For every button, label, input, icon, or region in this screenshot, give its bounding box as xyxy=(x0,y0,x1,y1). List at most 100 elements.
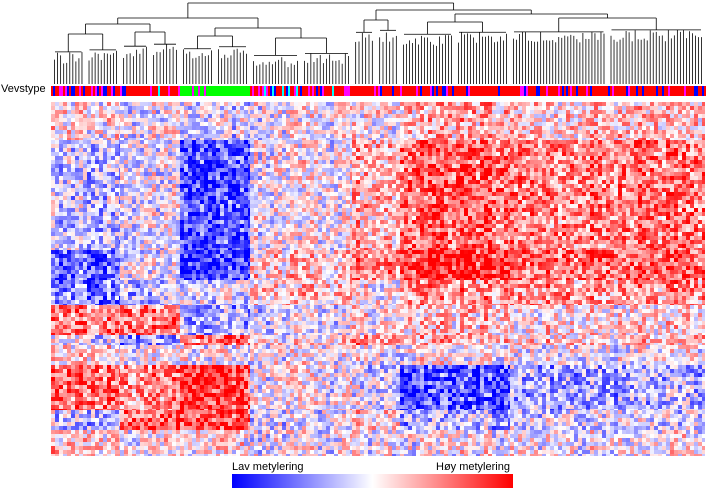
heatmap-cell xyxy=(236,262,240,266)
heatmap-cell xyxy=(204,274,208,278)
heatmap-cell xyxy=(99,389,103,393)
heatmap-cell xyxy=(83,258,87,262)
heatmap-cell xyxy=(152,309,156,313)
heatmap-cell xyxy=(192,321,196,325)
heatmap-cell xyxy=(119,212,120,216)
heatmap-cell xyxy=(180,369,184,373)
heatmap-cell xyxy=(103,405,107,409)
heatmap-cell xyxy=(188,349,192,353)
heatmap-cell xyxy=(180,333,184,335)
heatmap-cell xyxy=(184,409,188,410)
heatmap-cell xyxy=(228,122,232,126)
heatmap-cell xyxy=(188,110,192,114)
heatmap-cell xyxy=(220,343,224,345)
heatmap-cell xyxy=(232,397,236,401)
heatmap-cell xyxy=(59,426,63,430)
heatmap-cell xyxy=(228,446,232,450)
heatmap-cell xyxy=(236,212,240,216)
heatmap-cell xyxy=(192,228,196,232)
heatmap-cell xyxy=(132,353,136,357)
heatmap-cell xyxy=(128,224,132,228)
heatmap-cell xyxy=(83,278,87,280)
heatmap-cell xyxy=(95,172,99,176)
heatmap-cell xyxy=(119,156,120,160)
heatmap-cell xyxy=(91,313,95,317)
heatmap-cell xyxy=(95,284,99,288)
heatmap-cell xyxy=(196,144,200,148)
heatmap-cell xyxy=(160,240,164,244)
heatmap-cell xyxy=(91,184,95,188)
heatmap-cell xyxy=(152,454,156,456)
heatmap-cell xyxy=(132,126,136,130)
heatmap-cell xyxy=(132,144,136,148)
annotation-cell xyxy=(382,86,384,96)
heatmap-cell xyxy=(75,339,79,343)
heatmap-cell xyxy=(59,140,63,144)
heatmap-cell xyxy=(63,270,67,274)
heatmap-cell xyxy=(180,393,184,397)
heatmap-cell xyxy=(71,349,75,353)
heatmap-cell xyxy=(59,373,63,377)
heatmap-cell xyxy=(119,192,120,196)
heatmap-cell xyxy=(152,418,156,422)
heatmap-cell xyxy=(103,305,107,309)
heatmap-cell xyxy=(51,418,55,422)
heatmap-cell xyxy=(55,102,59,106)
heatmap-cell xyxy=(71,204,75,208)
annotation-cell xyxy=(196,86,198,96)
heatmap-cell xyxy=(148,200,152,204)
heatmap-cell xyxy=(216,409,220,410)
heatmap-cell xyxy=(79,250,83,254)
heatmap-cell xyxy=(148,266,152,270)
heatmap-cell xyxy=(160,397,164,401)
heatmap-cell xyxy=(132,401,136,405)
heatmap-cell xyxy=(168,212,172,216)
heatmap-cell xyxy=(160,130,164,134)
heatmap-cell xyxy=(120,397,124,401)
heatmap-cell xyxy=(148,369,152,373)
heatmap-cell xyxy=(164,410,168,414)
heatmap-cell xyxy=(75,377,79,381)
heatmap-cell xyxy=(124,160,128,164)
heatmap-cell xyxy=(79,216,83,220)
heatmap-cell xyxy=(103,156,107,160)
heatmap-cell xyxy=(91,335,95,339)
heatmap-cell xyxy=(115,122,119,126)
heatmap-cell xyxy=(107,304,111,305)
heatmap-cell xyxy=(87,335,91,339)
heatmap-cell xyxy=(216,339,220,343)
heatmap-cell xyxy=(87,200,91,204)
heatmap-cell xyxy=(180,144,184,148)
heatmap-cell xyxy=(160,426,164,430)
annotation-cell xyxy=(500,86,502,96)
annotation-cell xyxy=(662,86,664,96)
heatmap-cell xyxy=(124,232,128,236)
heatmap-cell xyxy=(55,216,59,220)
heatmap-cell xyxy=(164,204,168,208)
heatmap-cell xyxy=(51,365,55,369)
heatmap-cell xyxy=(232,393,236,397)
heatmap-cell xyxy=(212,232,216,236)
heatmap-cell xyxy=(184,106,188,110)
heatmap-cell xyxy=(51,216,55,220)
heatmap-cell xyxy=(87,422,91,426)
heatmap-cell xyxy=(212,274,216,278)
heatmap-cell xyxy=(119,188,120,192)
heatmap-cell xyxy=(71,389,75,393)
heatmap-cell xyxy=(196,224,200,228)
heatmap-cell xyxy=(172,430,176,434)
heatmap-cell xyxy=(136,248,140,250)
heatmap-cell xyxy=(51,373,55,377)
annotation-cell xyxy=(254,86,256,96)
heatmap-cell xyxy=(220,262,224,266)
heatmap-cell xyxy=(148,434,152,438)
heatmap-cell xyxy=(99,196,103,200)
heatmap-cell xyxy=(228,130,232,134)
heatmap-cell xyxy=(111,188,115,192)
annotation-cell xyxy=(296,86,298,96)
heatmap-cell xyxy=(148,309,152,313)
heatmap-cell xyxy=(124,152,128,156)
heatmap-cell xyxy=(176,430,180,434)
heatmap-cell xyxy=(87,110,91,114)
heatmap-cell xyxy=(107,284,111,288)
